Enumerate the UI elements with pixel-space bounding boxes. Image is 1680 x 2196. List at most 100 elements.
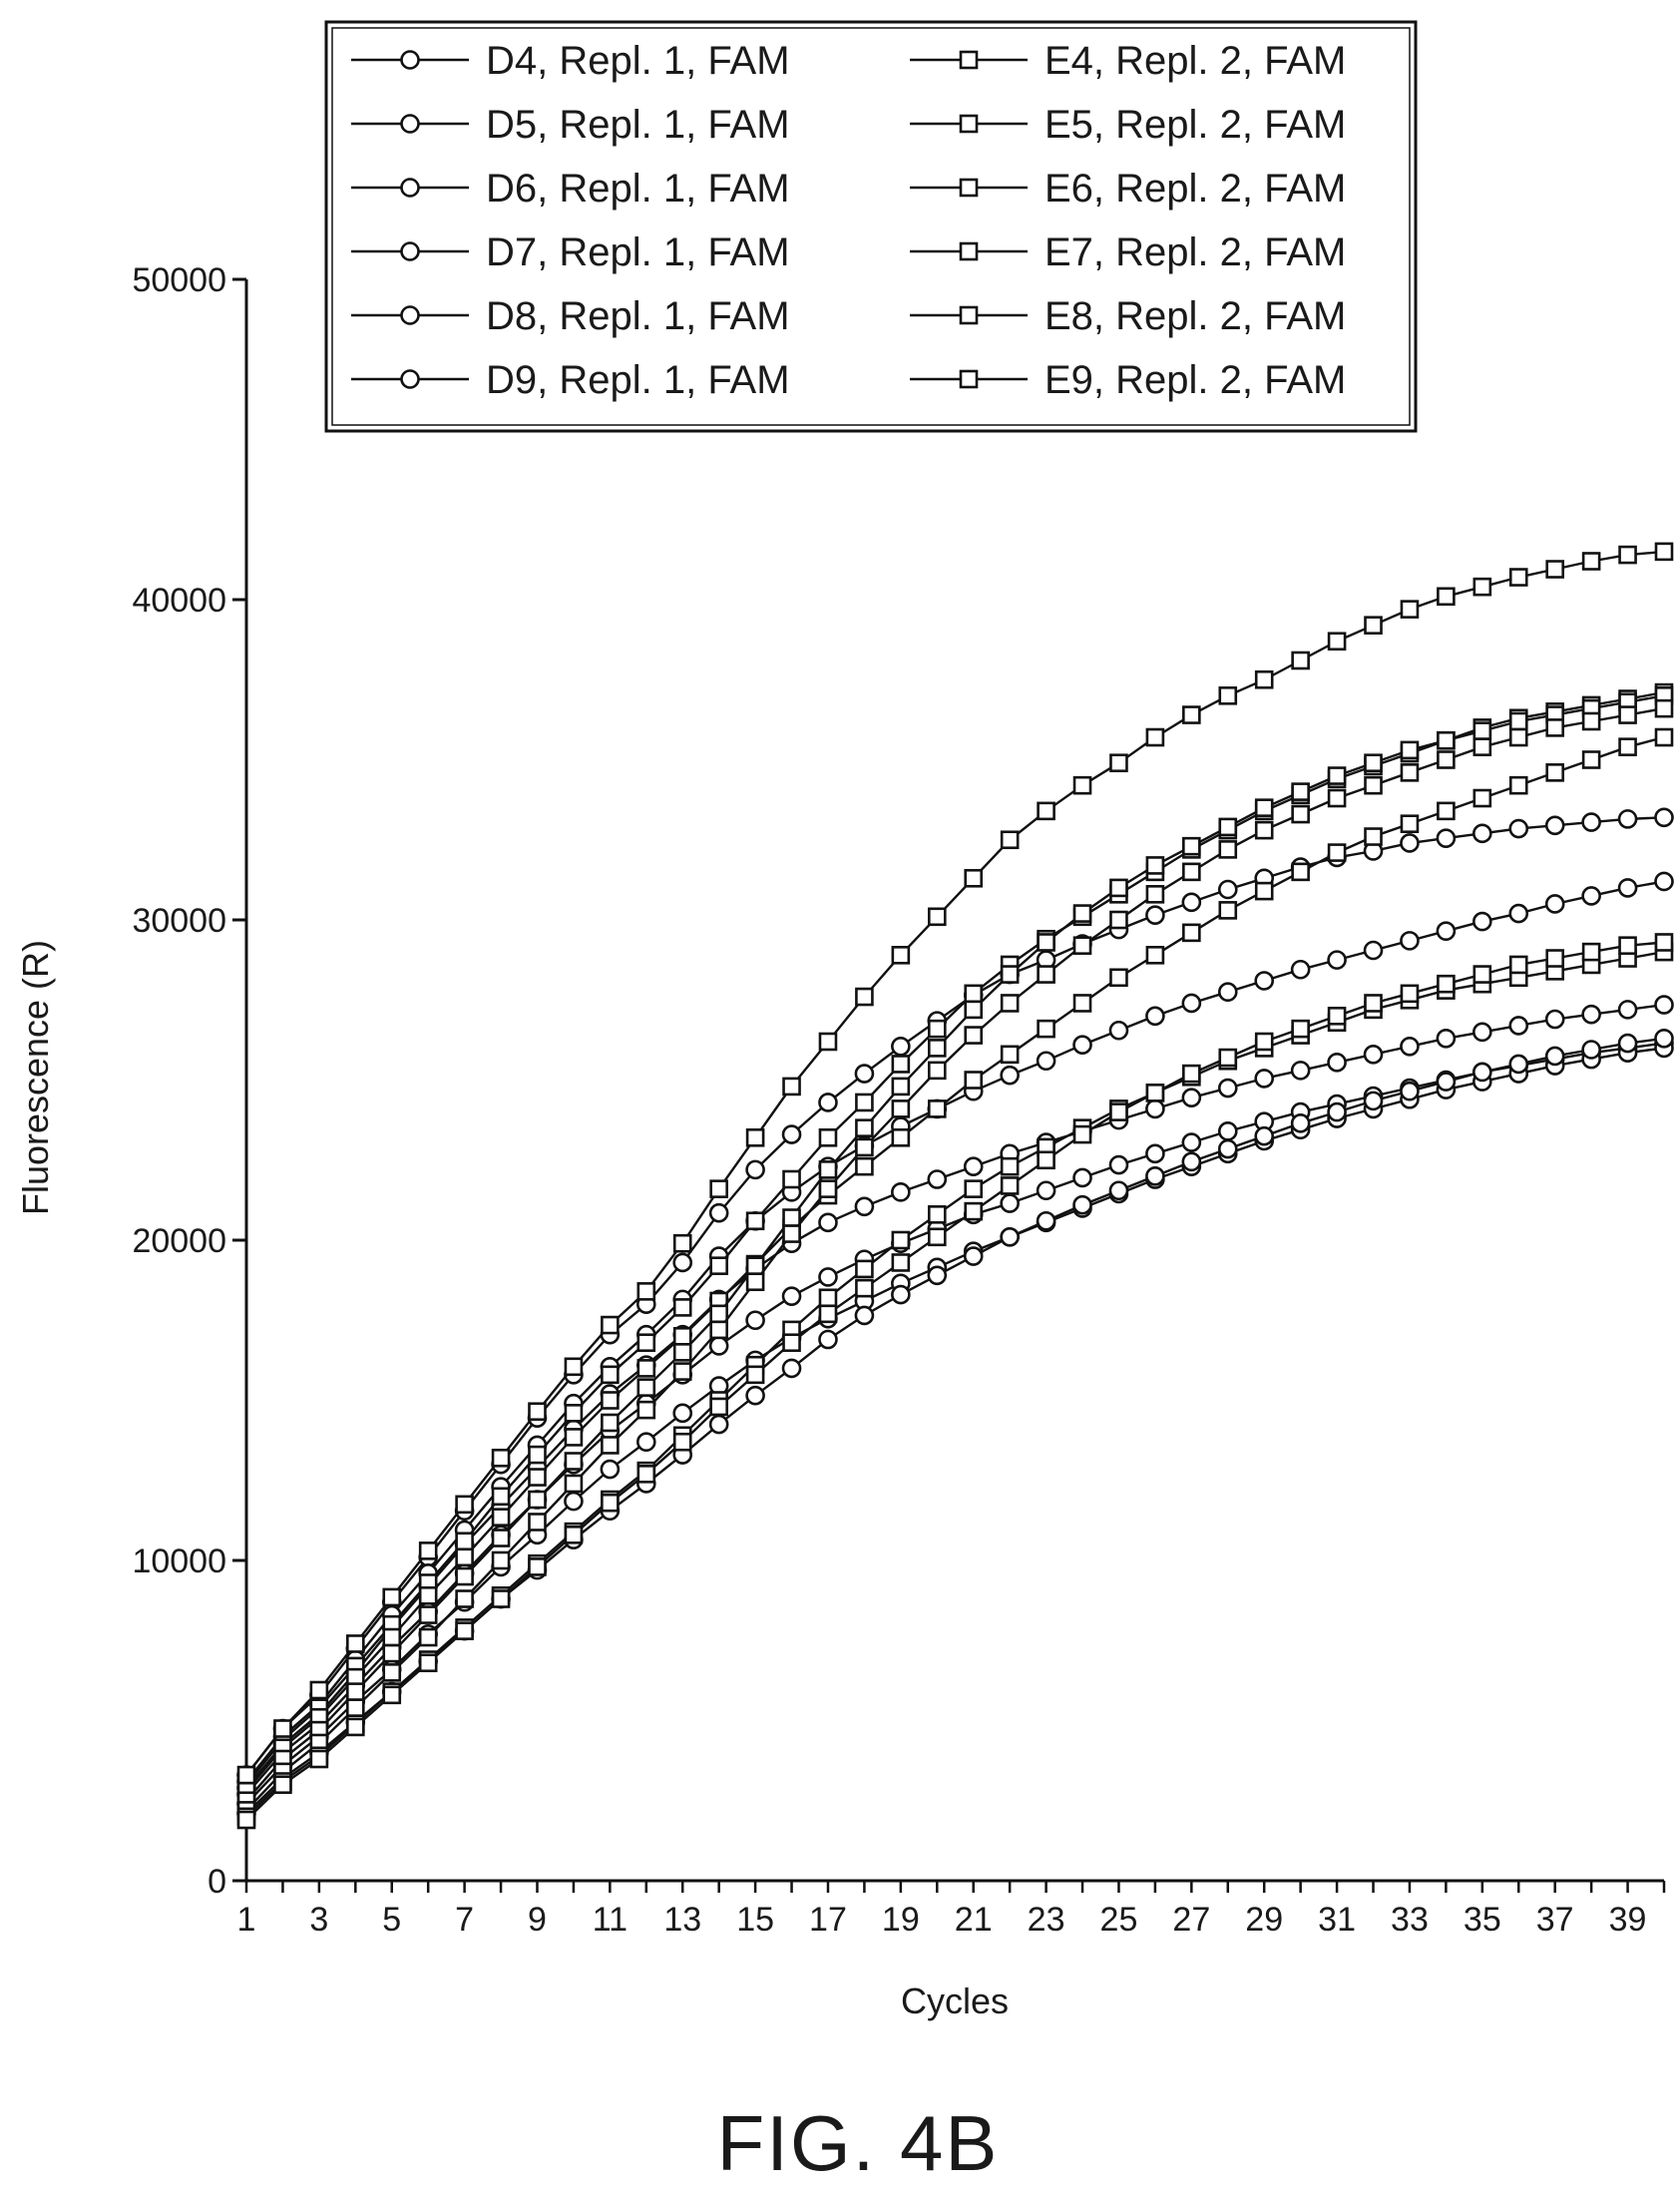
legend-label: D7, Repl. 1, FAM xyxy=(486,230,790,274)
data-point xyxy=(854,1305,875,1326)
data-point xyxy=(1108,1154,1129,1175)
data-point xyxy=(1545,763,1564,782)
data-point xyxy=(1181,892,1202,913)
data-point xyxy=(1254,1069,1275,1089)
data-point xyxy=(1437,750,1456,769)
data-point xyxy=(1145,905,1165,925)
legend-box xyxy=(324,20,1418,433)
data-point xyxy=(1217,1138,1238,1159)
data-point xyxy=(1182,705,1201,724)
data-point xyxy=(1654,727,1674,747)
data-point xyxy=(636,1282,656,1301)
data-point xyxy=(1364,616,1383,635)
legend-label: E6, Repl. 2, FAM xyxy=(1045,167,1346,211)
data-point xyxy=(636,1378,656,1397)
data-point xyxy=(1581,1004,1601,1025)
data-point xyxy=(1000,830,1020,850)
data-point xyxy=(382,1663,402,1682)
data-point xyxy=(745,1385,765,1406)
data-point xyxy=(891,946,911,965)
data-point xyxy=(528,1557,547,1576)
data-point xyxy=(1363,1045,1384,1065)
data-point xyxy=(927,1039,947,1058)
data-point xyxy=(818,1288,838,1308)
data-point xyxy=(1145,1084,1165,1102)
data-point xyxy=(455,1532,474,1551)
data-point xyxy=(927,1205,947,1224)
data-point xyxy=(1254,971,1275,991)
data-point xyxy=(1145,1006,1165,1027)
legend-marker xyxy=(959,305,979,325)
data-point xyxy=(1508,727,1528,747)
data-point xyxy=(1508,711,1528,731)
legend-item: D9, Repl. 1, FAM xyxy=(351,358,790,402)
plot-series xyxy=(236,542,1674,1830)
series-line xyxy=(245,690,1665,1786)
series-line xyxy=(245,941,1665,1821)
x-tick-label: 33 xyxy=(1391,1901,1429,1939)
legend-item: E8, Repl. 2, FAM xyxy=(910,294,1346,338)
data-point xyxy=(1618,737,1637,756)
data-point xyxy=(1218,901,1238,920)
data-point xyxy=(1400,763,1420,782)
data-point xyxy=(636,1465,656,1484)
data-point xyxy=(601,1493,620,1513)
data-point xyxy=(1654,1028,1674,1049)
legend-marker xyxy=(400,369,420,389)
data-point xyxy=(1037,933,1055,952)
data-point xyxy=(1581,812,1601,832)
series-4 xyxy=(236,1033,1674,1805)
legend-items: D4, Repl. 1, FAM D5, Repl. 1, FAM D6, Repl… xyxy=(351,39,1346,402)
x-tick-label: 7 xyxy=(455,1901,474,1939)
data-point xyxy=(1145,1098,1165,1119)
data-point xyxy=(672,1362,692,1381)
data-point xyxy=(781,1124,802,1144)
legend: D4, Repl. 1, FAM D5, Repl. 1, FAM D6, Repl… xyxy=(324,20,1418,433)
series-line xyxy=(245,706,1665,1812)
data-point xyxy=(1217,982,1238,1003)
series-line xyxy=(245,1037,1665,1815)
data-point xyxy=(672,1432,692,1452)
x-tick-label: 25 xyxy=(1100,1901,1138,1939)
data-point xyxy=(818,1093,838,1112)
data-point xyxy=(601,1413,620,1433)
data-point xyxy=(1181,1151,1202,1172)
data-point xyxy=(964,984,984,1004)
data-point xyxy=(491,1508,511,1527)
legend-label: D4, Repl. 1, FAM xyxy=(486,39,790,83)
legend-marker xyxy=(959,369,979,389)
data-point xyxy=(1290,1061,1311,1081)
data-point xyxy=(1436,828,1457,848)
data-point xyxy=(309,1680,329,1700)
data-point xyxy=(1109,910,1128,930)
data-point xyxy=(418,1605,438,1624)
data-point xyxy=(709,1179,728,1198)
data-point xyxy=(601,1315,620,1335)
data-point xyxy=(1508,903,1529,924)
data-point xyxy=(709,1304,728,1324)
data-point xyxy=(1544,1009,1565,1030)
data-point xyxy=(1217,879,1238,900)
data-point xyxy=(382,1627,402,1647)
data-point xyxy=(963,1156,984,1176)
data-point xyxy=(1654,807,1674,828)
data-point xyxy=(1145,727,1165,747)
data-point xyxy=(672,1403,693,1424)
data-point xyxy=(1617,878,1638,898)
data-point xyxy=(708,1202,729,1223)
data-point xyxy=(1145,1143,1165,1164)
data-point xyxy=(1617,1033,1638,1054)
data-point xyxy=(1145,1166,1165,1186)
data-point xyxy=(1072,994,1092,1013)
data-point xyxy=(491,1589,511,1608)
data-point xyxy=(1400,740,1420,760)
data-point xyxy=(1072,1124,1092,1144)
legend-marker xyxy=(959,241,979,261)
data-point xyxy=(709,1397,728,1417)
data-point xyxy=(1437,587,1456,607)
data-point xyxy=(528,1468,547,1487)
data-point xyxy=(891,1127,911,1147)
y-ticks: 0 10000 20000 30000 40000 50000 xyxy=(132,261,246,1901)
data-point xyxy=(1472,911,1492,932)
data-point xyxy=(491,1529,511,1547)
